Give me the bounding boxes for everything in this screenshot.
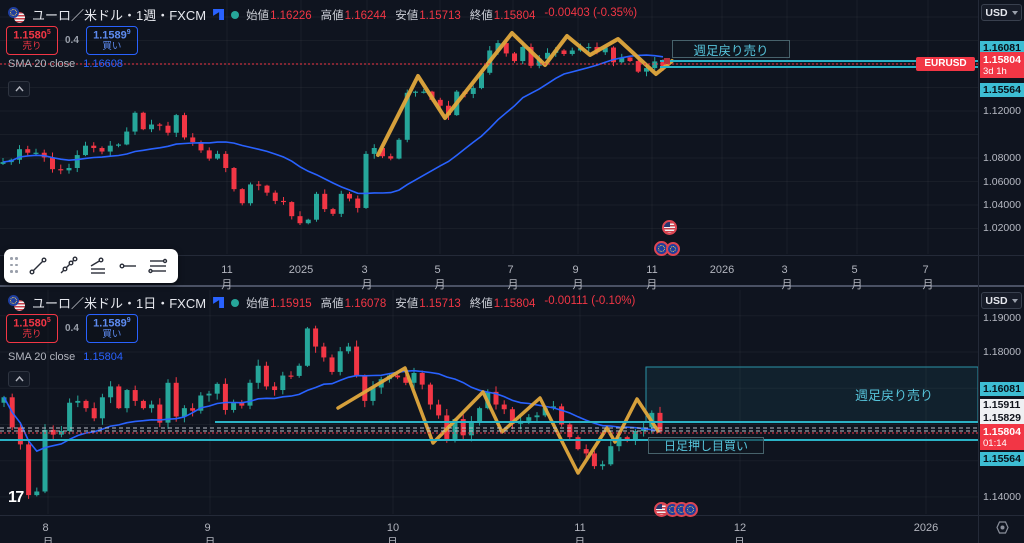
price-label: 1.06000 [983, 176, 1021, 188]
broker-icon [213, 9, 225, 20]
collapse-pane-button[interactable] [8, 81, 30, 97]
toolbar-drag-handle[interactable] [10, 257, 20, 275]
weekly-change: -0.00403 (-0.35%) [544, 6, 638, 19]
price-label: 1.12000 [983, 105, 1021, 117]
weekly-indicator-legend[interactable]: SMA 20 close 1.16608 [8, 58, 124, 70]
weekly-chart-title[interactable]: ユーロ／米ドル・1週・FXCM [32, 8, 207, 23]
currency-selector[interactable]: USD [981, 292, 1022, 309]
weekly-plot [0, 0, 978, 254]
tradingview-logo[interactable]: 17 [8, 489, 24, 506]
eu-economic-event-icon[interactable] [666, 242, 680, 256]
buy-button[interactable]: 1.15899 買い [85, 26, 138, 55]
weekly-ohlc-readout: 始値1.16226 高値1.16244 安値1.15713 終値1.15804 … [246, 6, 638, 22]
spread-value: 0.4 [65, 35, 79, 46]
horizontal-ray-icon[interactable] [114, 252, 142, 280]
time-label: 2025 [288, 264, 314, 276]
bottom-axis-border [0, 515, 1024, 516]
market-status-icon [231, 298, 240, 307]
daily-order-buttons: 1.15805 売り 0.4 1.15899 買い [6, 314, 138, 343]
buy-button[interactable]: 1.15899 買い [85, 314, 138, 343]
daily-buy-annotation[interactable]: 日足押し目買い [648, 437, 764, 454]
chevron-down-icon [1011, 10, 1018, 15]
collapse-pane-button[interactable] [8, 371, 30, 387]
eu-economic-event-icon[interactable] [654, 241, 669, 256]
daily-pane-header: ユーロ／米ドル・1日・FXCM 始値1.15915 高値1.16078 安値1.… [8, 293, 635, 312]
drawing-toolbar [4, 249, 178, 283]
time-label: 3月 [361, 264, 373, 291]
time-label: 2026 [913, 522, 939, 534]
price-label: 1.19000 [983, 312, 1021, 324]
top-axis-border [0, 255, 1024, 256]
daily-plot [0, 290, 978, 514]
time-label: 11月 [646, 264, 658, 291]
line-handle[interactable] [664, 58, 670, 64]
sell-button[interactable]: 1.15805 売り [6, 314, 58, 343]
time-label: 7月 [507, 264, 519, 291]
eu-economic-event-icon[interactable] [683, 502, 698, 517]
price-label: 1.15911 [980, 399, 1024, 412]
time-label: 8月 [42, 522, 54, 543]
time-label: 11月 [221, 264, 233, 291]
time-label: 11月 [574, 522, 586, 543]
time-label: 9月 [204, 522, 216, 543]
time-label: 10月 [386, 522, 400, 543]
weekly-candles [0, 39, 666, 225]
chevron-down-icon [1011, 298, 1018, 303]
time-label: 9月 [572, 264, 584, 291]
price-label: 1.08000 [983, 152, 1021, 164]
zigzag-drawing[interactable] [376, 31, 674, 157]
price-label: 1.18000 [983, 346, 1021, 358]
weekly-order-buttons: 1.15805 売り 0.4 1.15899 買い [6, 26, 138, 55]
price-label: 1.15804 01:14 [980, 424, 1024, 450]
price-label: 1.02000 [983, 222, 1021, 234]
fib-retracement-icon[interactable] [84, 252, 112, 280]
time-label: 5月 [434, 264, 446, 291]
daily-zone-annotation[interactable]: 週足戻り売り [855, 388, 934, 403]
trend-line-icon[interactable] [24, 252, 52, 280]
price-label: 1.15564 [980, 452, 1024, 466]
currency-selector[interactable]: USD [981, 4, 1022, 21]
broker-icon [213, 297, 225, 308]
timezone-icon[interactable] [995, 520, 1010, 540]
time-label: 5月 [851, 264, 863, 291]
us-economic-event-icon[interactable] [662, 220, 677, 235]
daily-indicator-legend[interactable]: SMA 20 close 1.15804 [8, 351, 124, 363]
time-label: 3月 [781, 264, 793, 291]
price-label: 1.16081 [980, 382, 1024, 396]
weekly-pane-header: ユーロ／米ドル・1週・FXCM 始値1.16226 高値1.16244 安値1.… [8, 5, 637, 24]
price-label: 1.16081 [980, 41, 1024, 55]
symbol-price-tag: EURUSD [916, 57, 975, 71]
sma-line [3, 369, 661, 453]
time-label: 12月 [733, 522, 747, 543]
market-status-icon [231, 10, 240, 19]
extended-line-icon[interactable] [54, 252, 82, 280]
parallel-lines-icon[interactable] [144, 252, 172, 280]
daily-chart-title[interactable]: ユーロ／米ドル・1日・FXCM [32, 296, 207, 311]
sell-button[interactable]: 1.15805 売り [6, 26, 58, 55]
zigzag-drawing[interactable] [336, 366, 660, 475]
eurusd-pair-icon [8, 6, 25, 23]
price-label: 1.15804 3d 1h [980, 52, 1024, 78]
price-label: 1.15564 [980, 83, 1024, 97]
price-label: 1.04000 [983, 199, 1021, 211]
pane-separator[interactable] [0, 285, 1024, 287]
price-axis-border [978, 0, 979, 543]
eurusd-pair-icon [8, 294, 25, 311]
daily-ohlc-readout: 始値1.15915 高値1.16078 安値1.15713 終値1.15804 … [246, 294, 636, 310]
price-label: 1.14000 [983, 491, 1021, 503]
time-label: 2026 [709, 264, 735, 276]
sma-line [2, 54, 664, 195]
time-label: 7月 [922, 264, 934, 291]
spread-value: 0.4 [65, 323, 79, 334]
weekly-sell-annotation[interactable]: 週足戻り売り [672, 40, 790, 58]
price-label: 1.15829 [980, 412, 1024, 425]
daily-change: -0.00111 (-0.10%) [544, 294, 636, 307]
